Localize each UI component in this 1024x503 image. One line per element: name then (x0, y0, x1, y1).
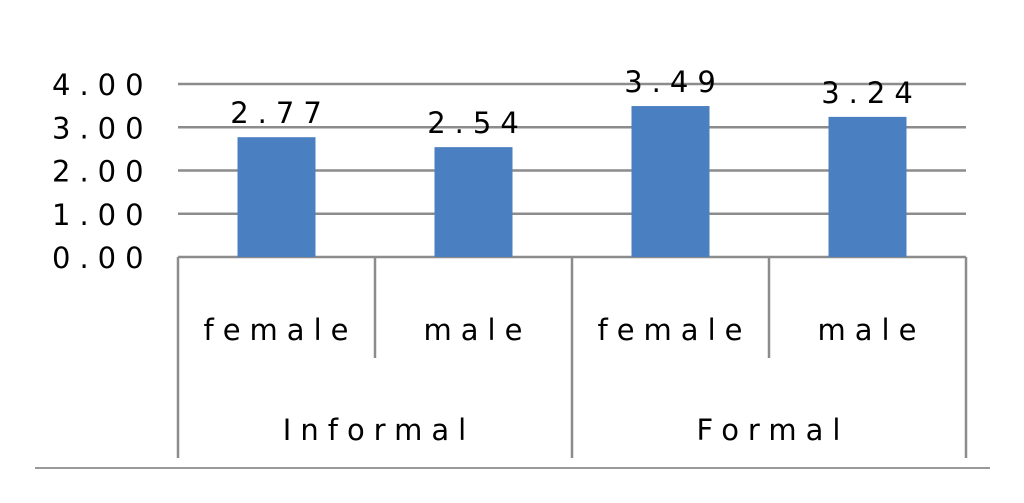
category-label: male (818, 313, 926, 347)
data-label: 3.49 (624, 65, 725, 99)
y-tick-label: 1.00 (52, 198, 153, 232)
data-label: 3.24 (821, 76, 922, 110)
y-tick-label: 2.00 (52, 155, 153, 189)
bar (237, 137, 316, 257)
data-label: 2.54 (427, 106, 528, 140)
group-label: Formal (697, 413, 850, 447)
group-labels: Informal Formal (283, 413, 850, 447)
category-label: female (598, 313, 752, 347)
category-label: male (424, 313, 532, 347)
bar (828, 116, 907, 258)
y-tick-label: 3.00 (52, 111, 153, 145)
bar (434, 147, 513, 257)
y-tick-label: 0.00 (52, 241, 153, 275)
bar (631, 106, 710, 258)
y-axis-tick-labels: 0.00 1.00 2.00 3.00 4.00 (52, 68, 153, 275)
category-labels: female male female male (204, 313, 926, 347)
data-labels: 2.77 2.54 3.49 3.24 (230, 65, 922, 140)
category-axis (176, 257, 968, 458)
group-label: Informal (283, 413, 475, 447)
bars (237, 106, 907, 258)
category-label: female (204, 313, 358, 347)
data-label: 2.77 (230, 96, 331, 130)
y-tick-label: 4.00 (52, 68, 153, 102)
